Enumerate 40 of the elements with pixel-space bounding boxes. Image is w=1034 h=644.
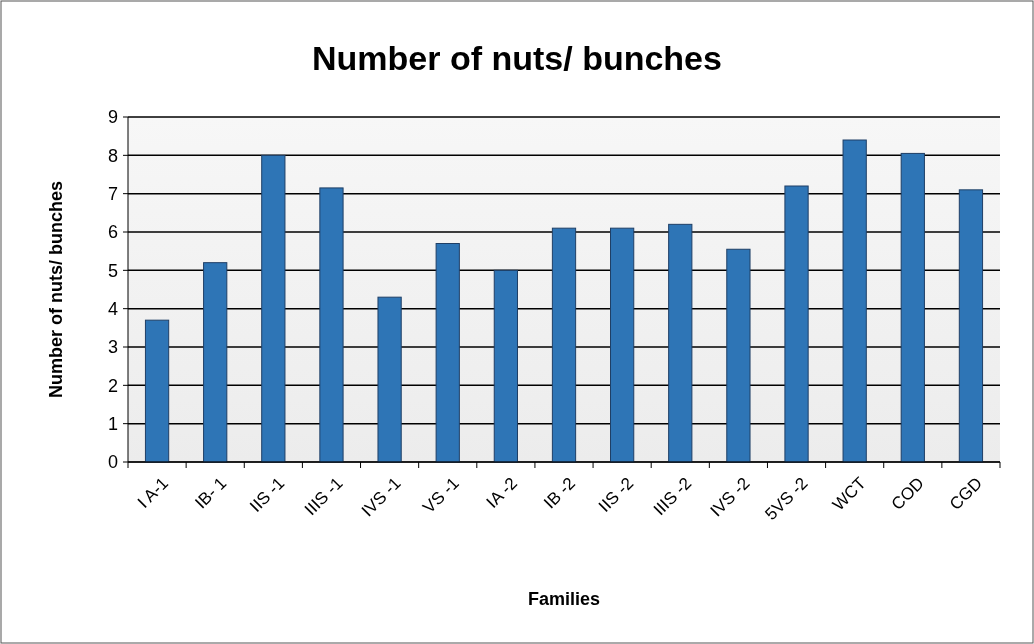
- bar: [726, 248, 751, 463]
- y-tick-label: 3: [107, 337, 118, 358]
- y-tick-label: 7: [107, 183, 118, 204]
- bar: [435, 243, 460, 463]
- bar: [958, 189, 984, 463]
- x-tick-label: IIIS -2: [649, 473, 696, 520]
- y-tick-label: 0: [107, 452, 118, 473]
- bar: [144, 319, 170, 463]
- bar: [551, 227, 577, 463]
- y-tick-label: 4: [107, 298, 118, 319]
- x-tick-label: IVS -2: [706, 473, 754, 521]
- y-tick-label: 5: [107, 260, 118, 281]
- x-tick-label: I A-1: [133, 473, 173, 512]
- x-tick-label: IB- 1: [191, 473, 231, 513]
- bar: [668, 223, 693, 463]
- chart-title: Number of nuts/ bunches: [312, 39, 722, 77]
- y-tick-label: 2: [107, 375, 118, 396]
- bar: [842, 139, 867, 463]
- x-tick-label: IIIS -1: [300, 473, 347, 520]
- bar: [784, 185, 809, 463]
- x-tick-label: IIS -2: [595, 473, 638, 516]
- x-tick-label: IB -2: [540, 473, 580, 513]
- y-tick-label: 9: [107, 107, 118, 128]
- x-tick-label: VS -1: [419, 473, 463, 518]
- bar: [377, 296, 402, 463]
- x-tick-label: 5VS -2: [761, 473, 812, 524]
- bar: [203, 262, 228, 463]
- bar: [319, 187, 344, 463]
- x-tick-label: IA -2: [482, 473, 521, 512]
- y-tick-label: 8: [107, 145, 118, 166]
- x-axis-title: Families: [527, 589, 601, 609]
- bar: [493, 269, 518, 463]
- x-tick-label: IIS -1: [246, 473, 289, 516]
- bar: [610, 227, 635, 463]
- y-tick-label: 1: [107, 413, 118, 434]
- y-tick-label: 6: [107, 222, 118, 243]
- bar: [261, 154, 286, 463]
- x-tick-label: IVS -1: [357, 473, 405, 521]
- y-axis-title: Number of nuts/ bunches: [46, 180, 66, 399]
- bar: [900, 152, 925, 463]
